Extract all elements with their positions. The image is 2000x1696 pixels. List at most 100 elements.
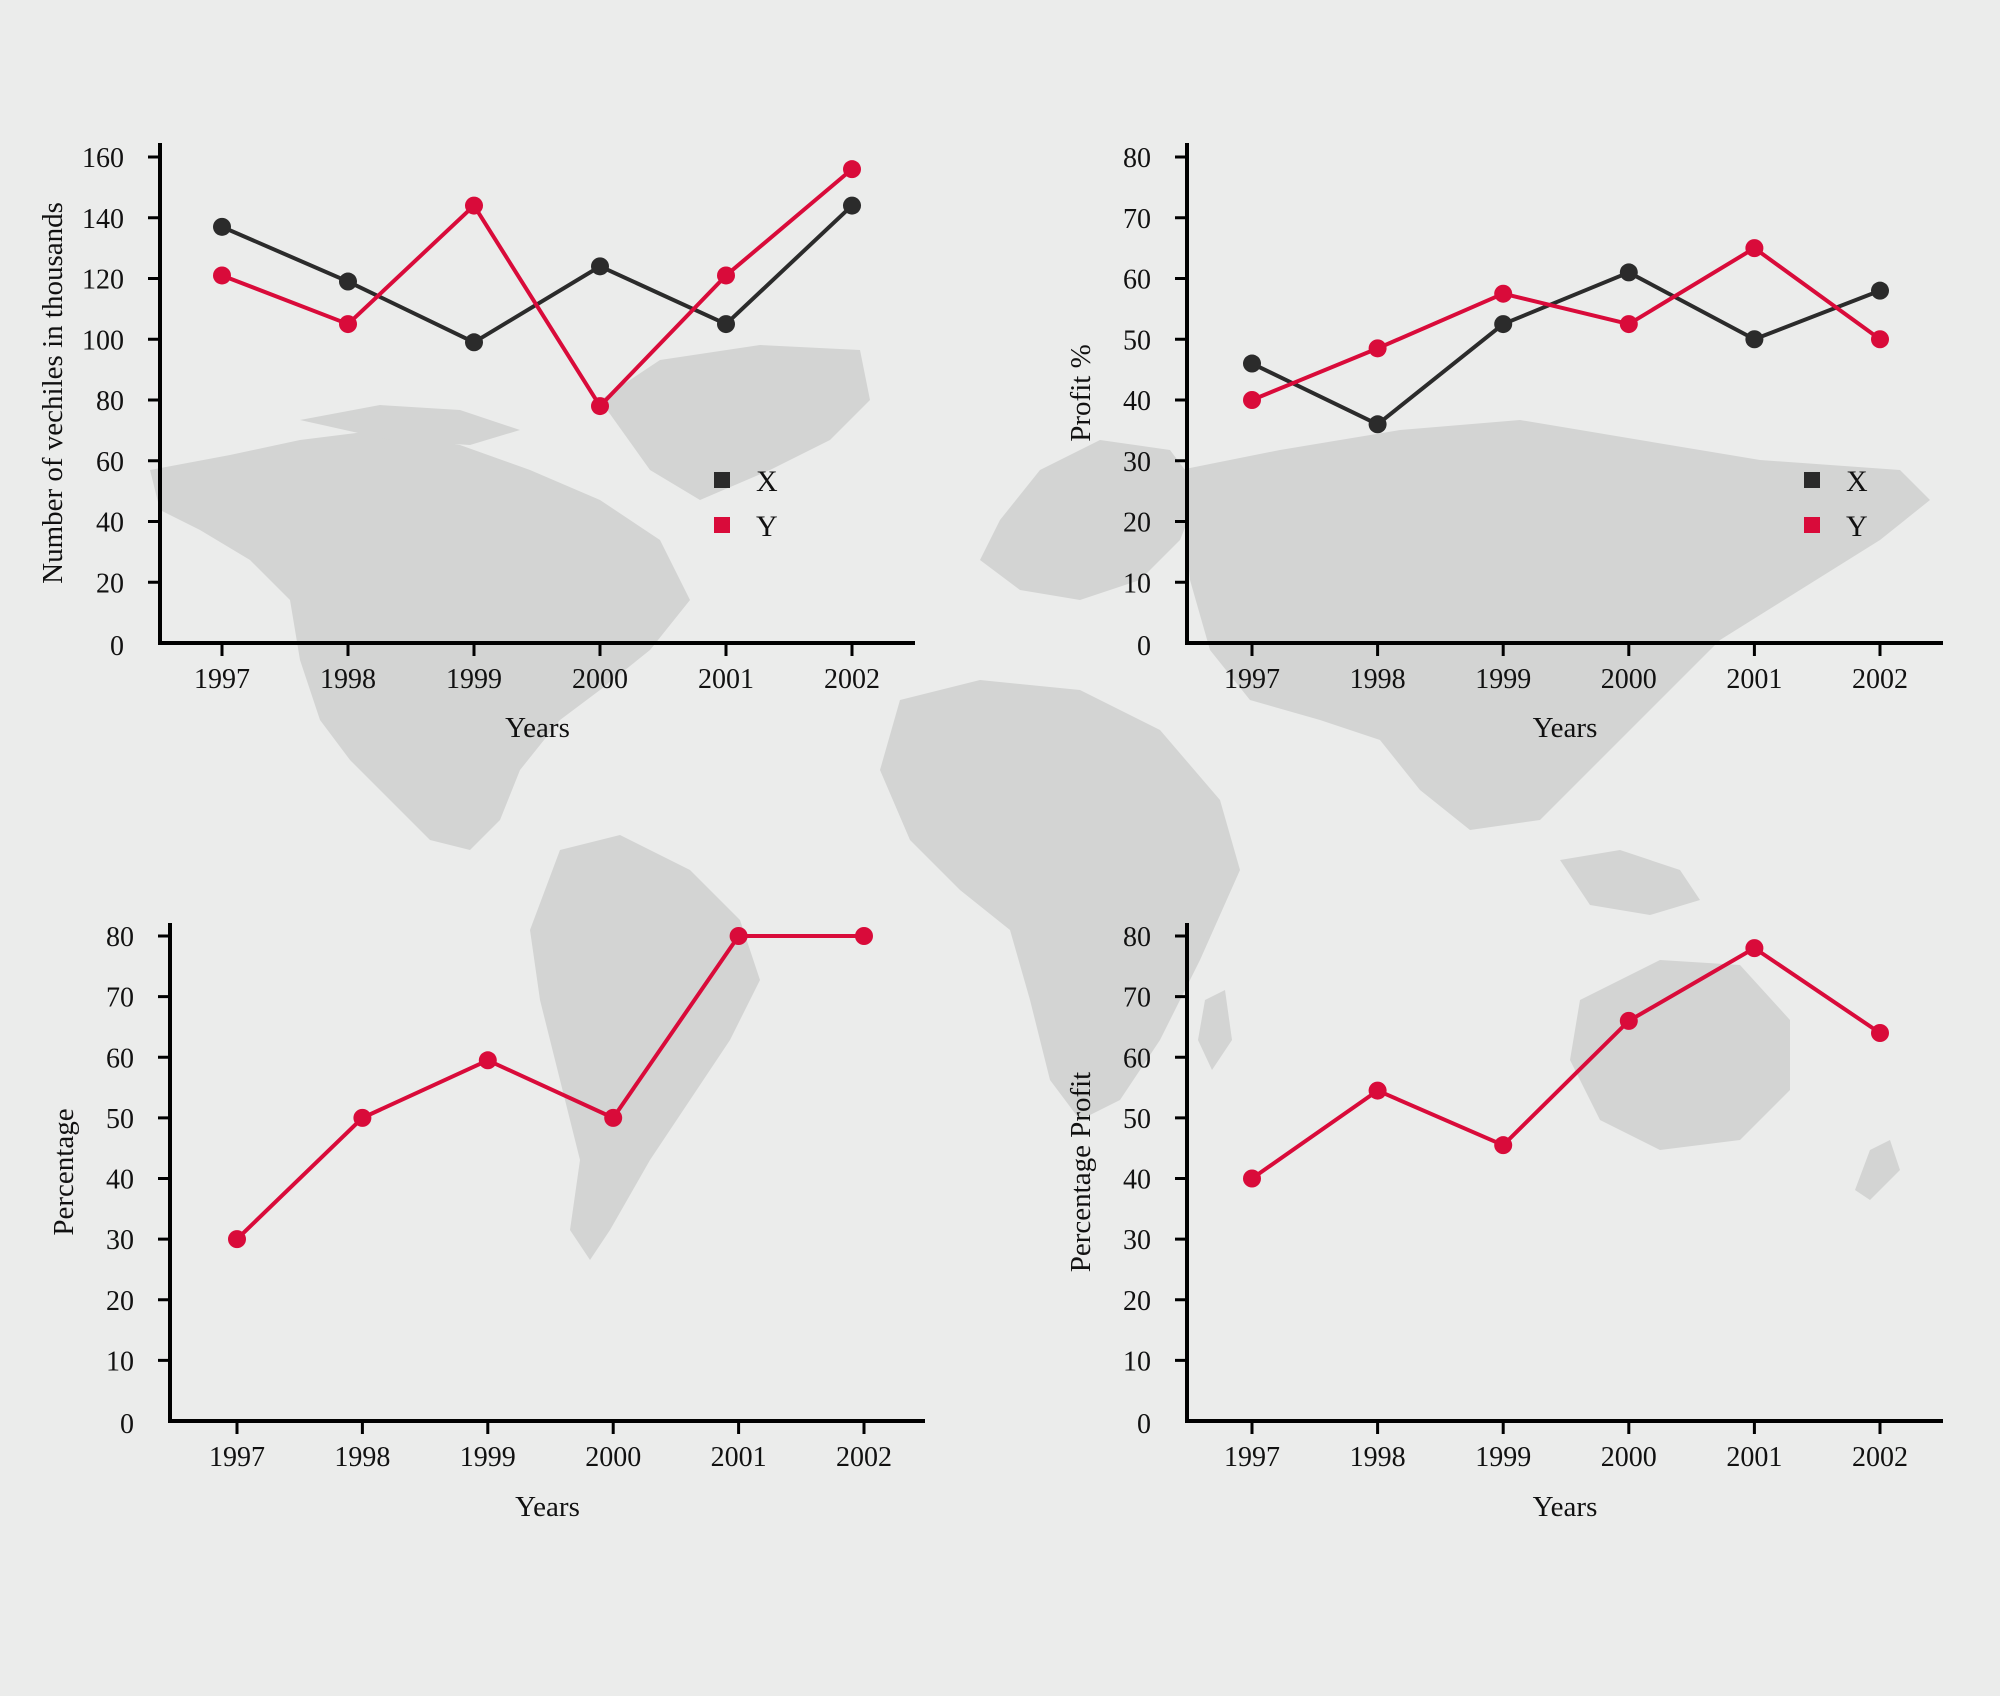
legend-swatch [1804, 472, 1820, 488]
data-point [1871, 330, 1889, 349]
legend-swatch [714, 517, 730, 533]
y-tick-label: 30 [1123, 447, 1151, 478]
x-axis-title: Years [515, 1491, 580, 1523]
data-point [729, 927, 748, 945]
x-tick-label: 2000 [585, 1442, 641, 1473]
chart-profit: 0 10 20 30 40 50 60 70 80 1997 1998 1999 2000 2001 200… [1065, 143, 1943, 744]
x-tick-label: 2000 [1601, 664, 1657, 695]
x-tick-label: 2001 [1726, 664, 1782, 695]
y-tick-label: 10 [1123, 568, 1151, 599]
data-point [1619, 315, 1638, 334]
x-axis-title: Years [1533, 1491, 1598, 1523]
map-australia [1570, 960, 1790, 1150]
map-madagascar [1198, 990, 1232, 1070]
y-axis-title: Number of vechiles in thousands [37, 202, 69, 584]
y-tick-label: 0 [120, 1409, 134, 1440]
data-point [1745, 330, 1764, 349]
x-tick-label: 1999 [460, 1442, 516, 1473]
y-tick-label: 60 [106, 1043, 134, 1074]
y-tick-label: 20 [106, 1286, 134, 1317]
y-tick-label: 40 [96, 508, 124, 539]
y-tick-label: 10 [106, 1346, 134, 1377]
y-tick-label: 40 [1123, 386, 1151, 417]
y-tick-label: 70 [1123, 204, 1151, 235]
y-tick-label: 80 [1123, 143, 1151, 174]
legend-label: Y [756, 510, 778, 543]
map-arctic-islands [300, 405, 520, 445]
y-tick-label: 30 [1123, 1225, 1151, 1256]
data-point [228, 1230, 246, 1249]
data-point [843, 196, 861, 215]
series-line [221, 204, 854, 345]
y-tick-label: 100 [82, 325, 124, 356]
x-tick-label: 2001 [1726, 1442, 1782, 1473]
x-tick-label: 2000 [572, 664, 628, 695]
map-asia [1180, 420, 1930, 830]
data-point [591, 397, 609, 416]
y-tick-label: 10 [1123, 1346, 1151, 1377]
y-tick-label: 40 [106, 1165, 134, 1196]
x-tick-label: 1998 [334, 1442, 390, 1473]
data-point [465, 196, 483, 215]
data-point [1871, 281, 1889, 300]
y-tick-label: 70 [1123, 983, 1151, 1014]
data-point [1368, 1081, 1387, 1100]
data-point [1494, 315, 1513, 334]
y-tick-label: 70 [106, 983, 134, 1014]
legend-swatch [1804, 517, 1820, 533]
data-point [1368, 415, 1387, 434]
y-tick-label: 60 [1123, 1043, 1151, 1074]
y-axis-title: Percentage Profit [1065, 1072, 1097, 1273]
y-tick-label: 0 [1137, 1409, 1151, 1440]
data-point [1494, 1136, 1513, 1155]
data-point [591, 257, 609, 276]
map-africa [880, 680, 1240, 1120]
x-tick-label: 2002 [1852, 1442, 1908, 1473]
chart-vehicles: 0 20 40 60 80 100 120 140 160 1997 1998 1999 2000 200… [37, 143, 915, 744]
data-point [843, 160, 861, 179]
data-point [339, 272, 357, 291]
data-point [1494, 284, 1513, 303]
data-point [1619, 263, 1638, 282]
map-north-america [150, 430, 690, 850]
x-tick-label: 1997 [1224, 664, 1280, 695]
y-tick-label: 20 [96, 568, 124, 599]
series-line [1251, 270, 1881, 427]
legend-label: X [1846, 465, 1868, 498]
x-tick-label: 1998 [1350, 1442, 1406, 1473]
data-point [1368, 339, 1387, 358]
series-line [221, 167, 854, 409]
y-tick-label: 160 [82, 143, 124, 174]
map-new-zealand [1855, 1140, 1900, 1200]
data-point [717, 315, 735, 334]
map-europe [980, 440, 1200, 600]
y-tick-label: 80 [1123, 922, 1151, 953]
map-greenland [600, 345, 870, 500]
map-south-america [530, 835, 760, 1260]
y-tick-label: 40 [1123, 1165, 1151, 1196]
y-tick-label: 0 [110, 631, 124, 662]
data-point [1871, 1024, 1889, 1042]
data-point [1619, 1011, 1638, 1030]
x-tick-label: 1997 [1224, 1442, 1280, 1473]
x-tick-label: 2001 [698, 664, 754, 695]
x-tick-label: 1999 [1475, 664, 1531, 695]
data-point [213, 217, 231, 236]
data-point [1243, 391, 1261, 409]
data-point [717, 266, 735, 285]
x-tick-label: 1999 [446, 664, 502, 695]
data-point [604, 1108, 623, 1127]
x-tick-label: 2001 [711, 1442, 767, 1473]
y-tick-label: 50 [1123, 325, 1151, 356]
y-tick-label: 60 [1123, 265, 1151, 296]
chart-percentage: 0 10 20 30 40 50 60 70 80 1997 1998 1999 2000 2001 200… [48, 922, 925, 1523]
y-tick-label: 120 [82, 265, 124, 296]
data-point [465, 333, 483, 352]
data-point [353, 1108, 372, 1127]
series-line [1251, 246, 1882, 402]
data-point [1243, 1169, 1261, 1188]
x-tick-label: 2002 [1852, 664, 1908, 695]
map-se-asia [1560, 850, 1700, 915]
y-tick-label: 50 [106, 1104, 134, 1135]
